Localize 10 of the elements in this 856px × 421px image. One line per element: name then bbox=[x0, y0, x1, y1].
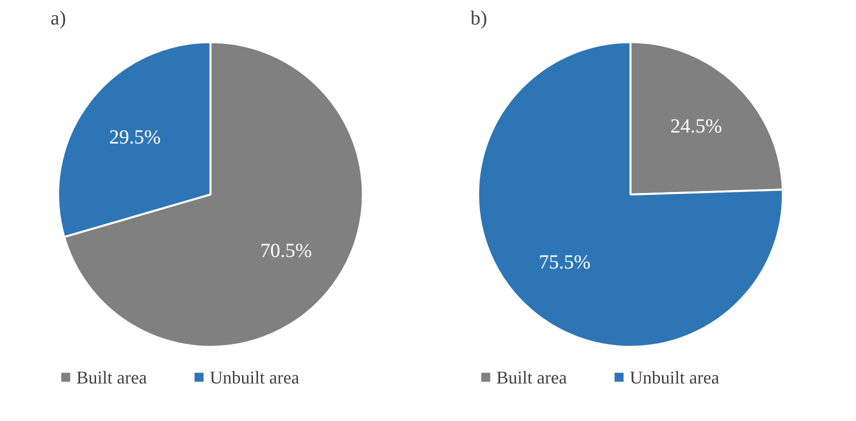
legend-label: Built area bbox=[76, 367, 147, 388]
legend-label: Unbuilt area bbox=[210, 367, 300, 388]
legend-label: Unbuilt area bbox=[630, 367, 720, 388]
data-label: 75.5% bbox=[538, 251, 591, 274]
data-label: 24.5% bbox=[670, 116, 722, 138]
chart-title: b) bbox=[470, 8, 488, 30]
legend-label: Built area bbox=[496, 367, 567, 388]
chart-title: a) bbox=[50, 8, 66, 30]
data-label: 70.5% bbox=[260, 240, 312, 262]
data-label: 29.5% bbox=[109, 126, 161, 149]
